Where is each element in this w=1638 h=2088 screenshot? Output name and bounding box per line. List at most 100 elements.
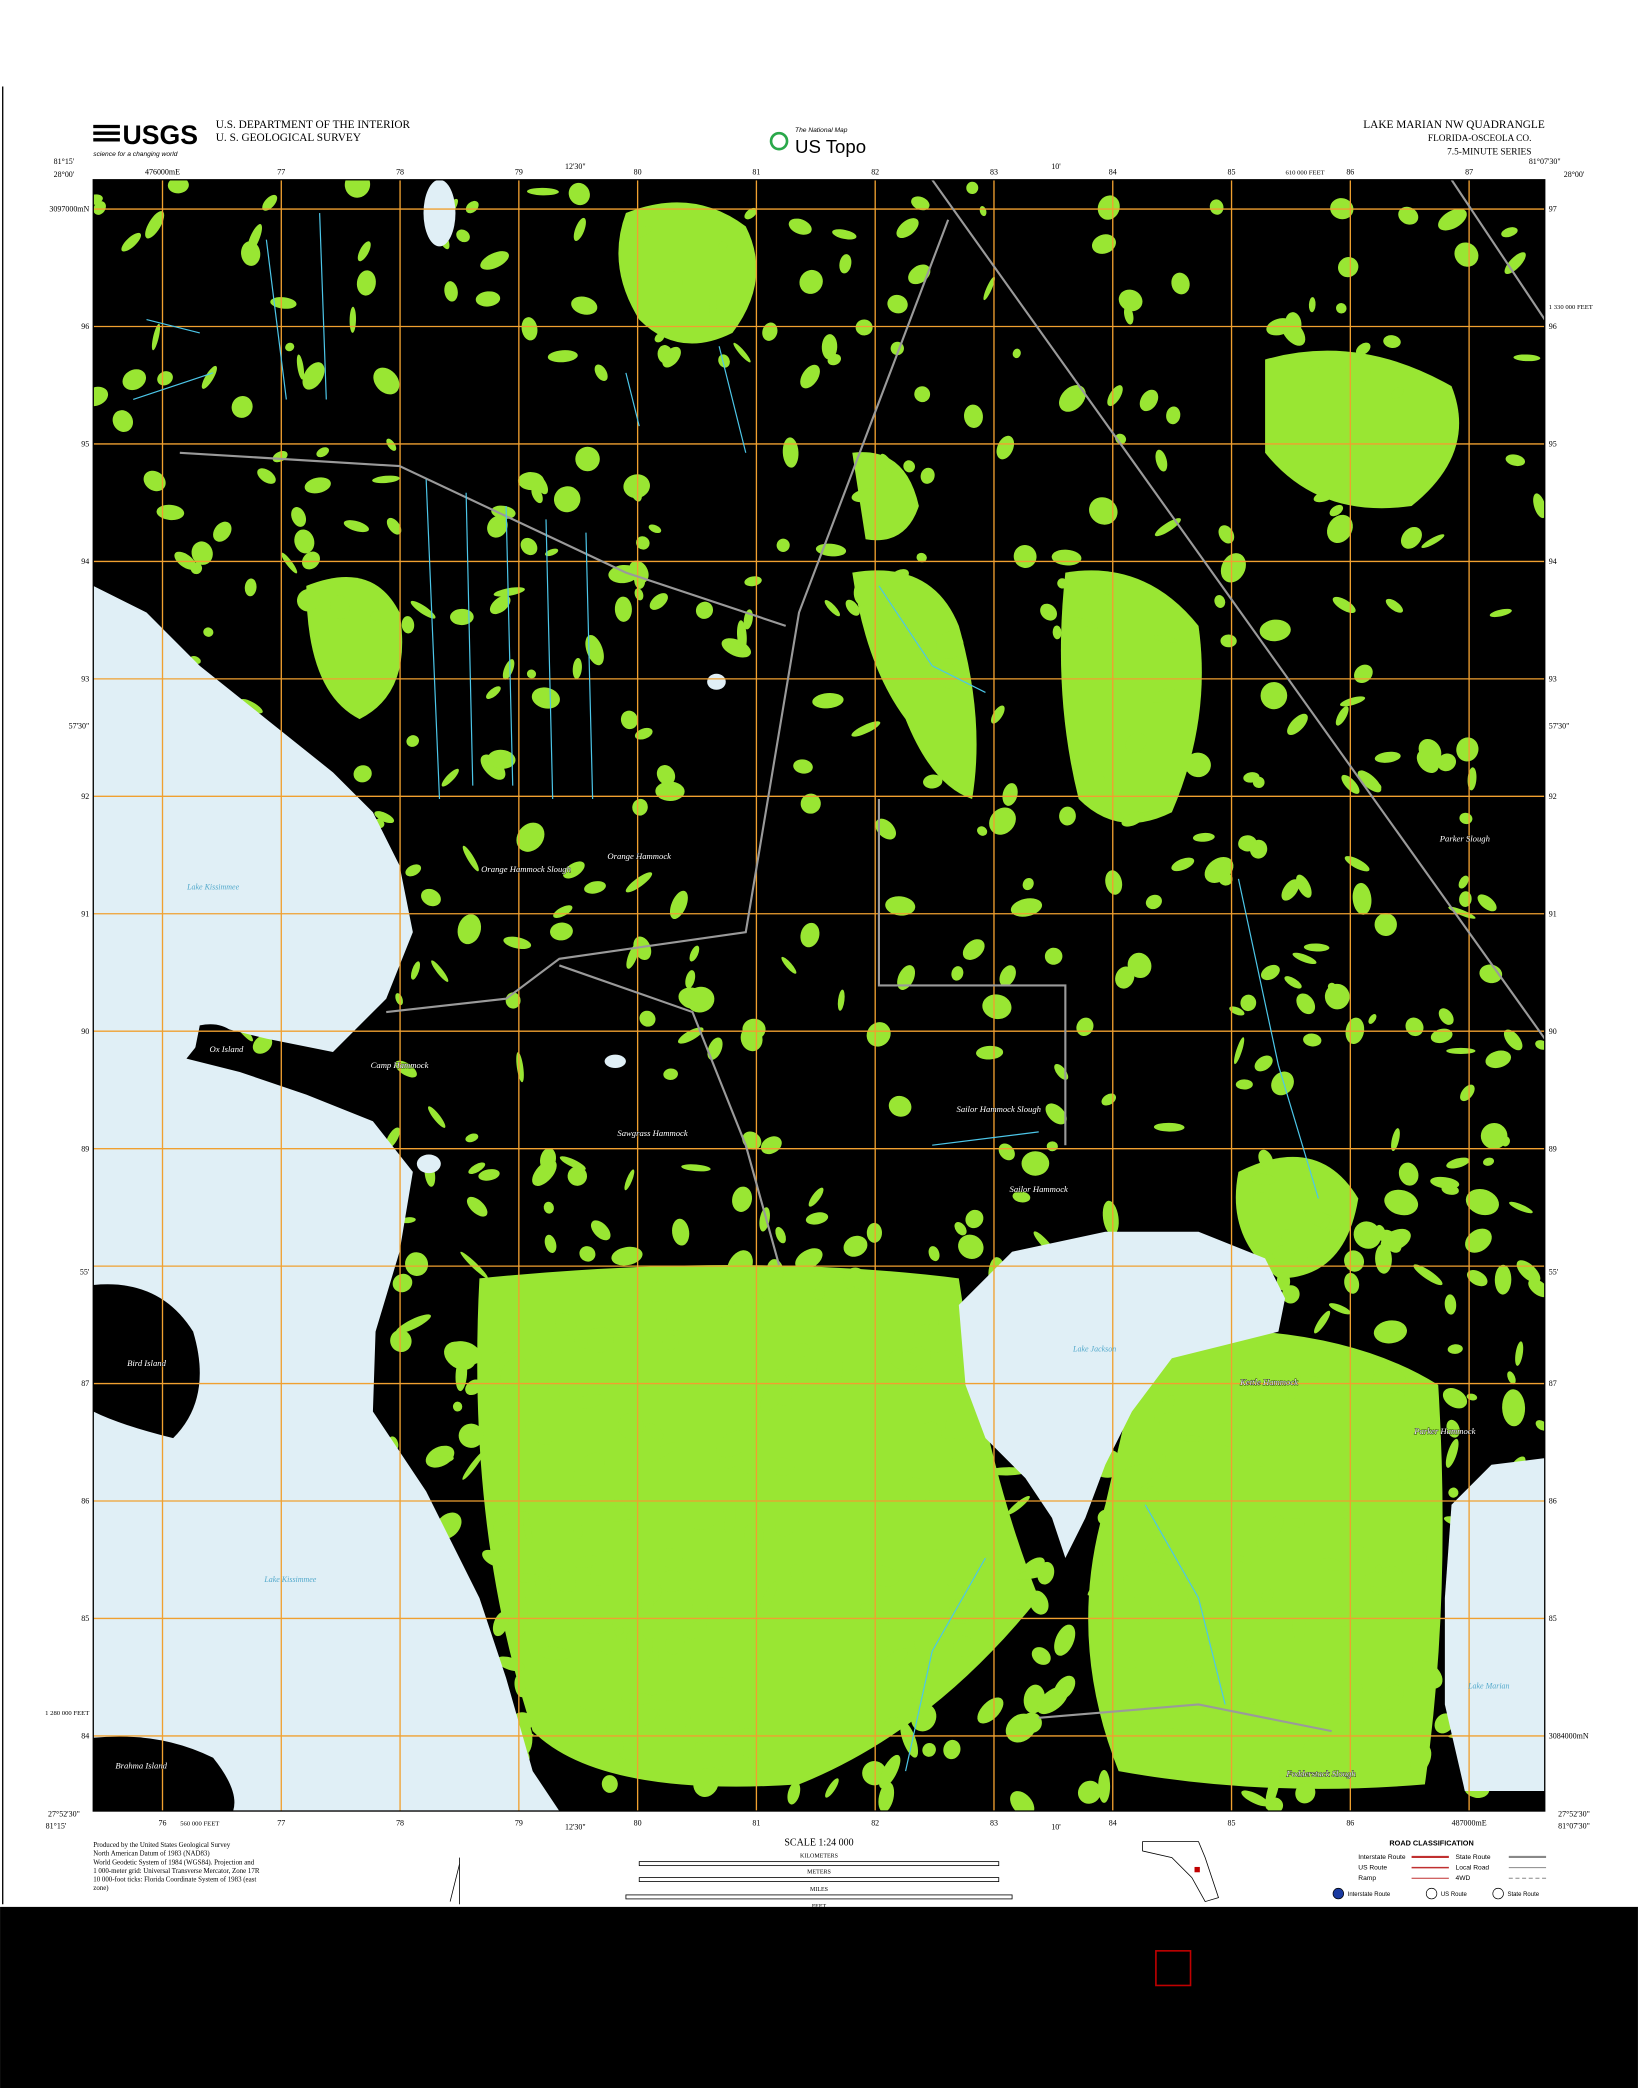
vegetation-patch [1290,1518,1306,1528]
geo-tick: 81°15' [46,1821,67,1830]
vegetation-patch [879,1648,908,1673]
feet-tick: 610 000 FEET [1285,169,1324,176]
vegetation-patch [1430,1028,1453,1044]
road-type: US Route [1358,1865,1387,1872]
vegetation-patch [851,721,881,737]
vegetation-patch [93,386,109,407]
vegetation-patch [718,241,728,250]
place-name: Bird Island [127,1358,166,1368]
vegetation-patch [634,727,653,740]
geo-tick: 57'30" [69,721,90,730]
vegetation-patch [600,1505,638,1522]
vegetation-patch [1105,870,1123,895]
vegetation-patch [958,1234,984,1259]
vegetation-patch [821,334,838,360]
vegetation-patch [1013,545,1037,568]
vegetation-patch [1237,1456,1265,1467]
vegetation-patch [468,1162,486,1175]
vegetation-patch [885,896,916,916]
grid-label: 82 [871,1819,879,1828]
vegetation-patch [401,616,415,634]
vegetation-patch [911,196,930,211]
vegetation-area [852,570,977,799]
credits: Produced by the United States Geological… [93,1842,260,1892]
vegetation-patch [1077,1780,1101,1804]
vegetation-patch [496,1656,525,1672]
vegetation-patch [577,1689,611,1712]
vegetation-patch [1184,1659,1193,1668]
vegetation-patch [1398,1162,1419,1186]
vegetation-patch [1214,595,1226,608]
vegetation-patch [1148,1562,1178,1575]
vegetation-patch [1258,1149,1274,1170]
vegetation-patch [681,1164,711,1172]
vegetation-area [1088,1329,1443,1789]
grid-label: 487000mE [1452,1819,1487,1828]
vegetation-patch [316,447,329,458]
vegetation-patch [659,1548,683,1569]
vegetation-patch [1458,875,1469,889]
vegetation-patch [1281,1285,1300,1304]
vegetation-patch [1292,952,1317,965]
scale-bar [638,1861,1000,1867]
vegetation-patch [571,296,598,315]
vegetation-patch [739,1460,753,1475]
vegetation-patch [156,504,185,521]
vegetation-patch [1390,386,1404,399]
vegetation-patch [855,319,873,336]
vegetation-patch [662,1334,679,1351]
road [386,219,950,1014]
vegetation-patch [1314,1310,1331,1334]
vegetation-patch [1296,993,1316,1015]
place-name: Kettle Hammock [1239,1377,1298,1387]
vegetation-patch [583,1269,606,1286]
grid-label: 476000mE [145,167,180,176]
vegetation-patch [659,1700,687,1735]
vegetation-patch [487,749,516,769]
vegetation-patch [579,1246,596,1262]
vegetation-patch [517,1584,528,1620]
vegetation-patch [517,472,545,491]
grid-label: 86 [1346,167,1354,176]
vegetation-patch [1059,385,1086,412]
vegetation-patch [1515,1341,1524,1366]
vegetation-patch [405,864,422,877]
vegetation-patch [1418,738,1442,763]
grid-label: 91 [1549,909,1557,918]
vegetation-patch [1391,1128,1400,1152]
vegetation-patch [1045,1103,1067,1125]
vegetation-patch [1179,1435,1205,1442]
vegetation-patch [1324,983,1350,1010]
geo-tick: 28°00' [1564,170,1585,179]
vegetation-patch [523,1513,533,1545]
vegetation-patch [693,1768,719,1797]
lake-name: Lake Jackson [1072,1345,1116,1354]
vegetation-patch [1243,1691,1260,1707]
vegetation-patch [911,1703,937,1732]
vegetation-patch [201,365,217,389]
vegetation-patch [462,1450,485,1480]
grid-label: 97 [1549,205,1557,214]
grid-label: 81 [752,1819,760,1828]
vegetation-patch [520,537,538,556]
vegetation-patch [884,1717,900,1727]
vegetation-patch [1118,289,1143,312]
road-type: 4WD [1456,1875,1471,1882]
vegetation-patch [690,1501,724,1530]
vegetation-patch [808,1187,824,1207]
north-arrow [449,1857,460,1905]
vegetation-patch [575,446,600,472]
vegetation-patch [503,936,532,950]
island [93,1284,200,1439]
road-type: Local Road [1456,1865,1490,1872]
grid-label: 77 [277,167,285,176]
vegetation-patch [462,845,479,872]
lake-marian [1444,1458,1545,1792]
vegetation-patch [1115,966,1135,989]
vegetation-patch [976,1045,1004,1060]
vegetation-patch [1256,1515,1284,1548]
vegetation-patch [1210,1423,1242,1447]
vegetation-patch [448,1341,482,1365]
map-neatline [92,179,1546,1812]
vegetation-patch [1125,732,1147,753]
